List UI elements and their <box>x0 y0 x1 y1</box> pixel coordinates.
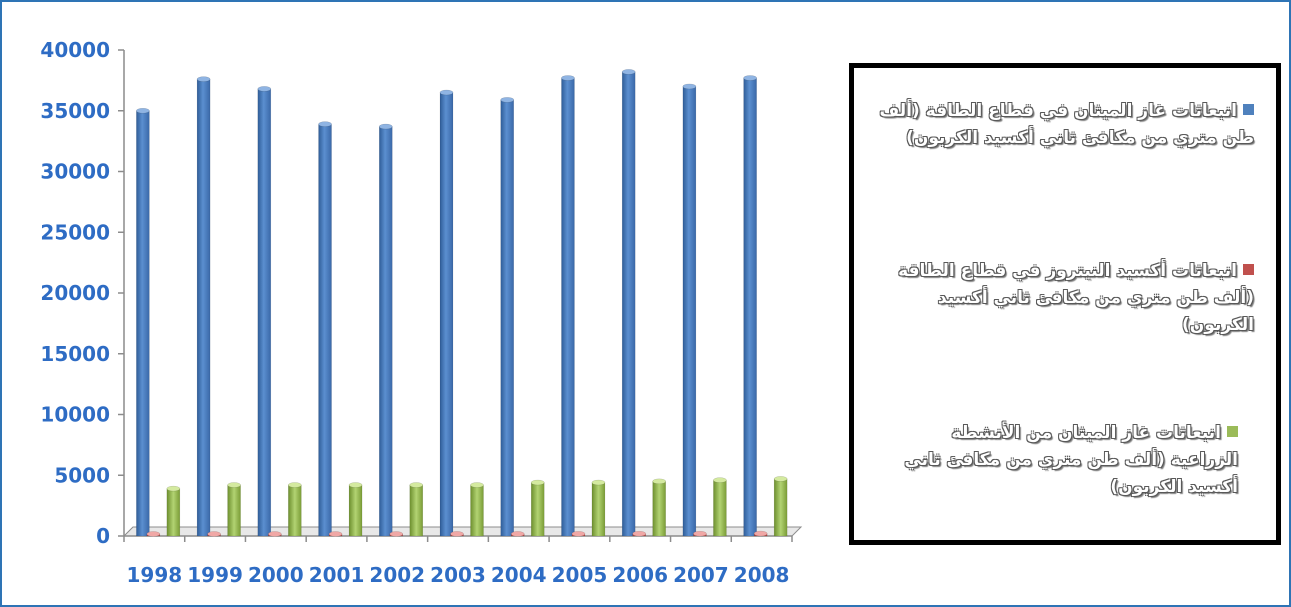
bar-top-cap <box>146 531 161 537</box>
bar-top-cap <box>379 123 393 130</box>
bar <box>227 484 241 537</box>
bar <box>288 484 302 537</box>
bar <box>591 482 606 537</box>
bar-top-cap <box>288 482 302 488</box>
bar <box>379 126 393 537</box>
legend-swatch-green <box>1227 426 1238 437</box>
bar <box>652 481 666 537</box>
bar-top-cap <box>713 477 727 483</box>
x-tick-label: 2004 <box>491 563 547 587</box>
legend-entry-methane-energy: انبعاثات غاز الميثان في قطاع الطاقة (ألف… <box>866 98 1254 152</box>
y-tick-label: 30000 <box>40 160 110 184</box>
bar-top-cap <box>743 75 757 81</box>
legend-label-methane-agriculture: انبعاثات غاز الميثان من الأنشطة الزراعية… <box>904 423 1238 497</box>
bar-top-cap <box>652 478 666 485</box>
bar-top-cap <box>166 485 181 492</box>
bar <box>773 478 788 537</box>
bar-top-cap <box>348 482 363 488</box>
bar <box>409 484 424 537</box>
bar <box>682 86 697 537</box>
legend-swatch-blue <box>1243 104 1254 115</box>
chart-labels: 0 5000 10000 15000 20000 25000 30000 35000 40000… <box>40 38 789 587</box>
bar <box>743 77 757 537</box>
bar <box>530 482 545 537</box>
chart-legend: انبعاثات غاز الميثان في قطاع الطاقة (ألف… <box>849 63 1281 545</box>
bar-top-cap <box>470 482 484 488</box>
bar <box>713 479 727 537</box>
bar <box>348 484 363 537</box>
bar <box>318 123 332 537</box>
bar-top-cap <box>318 121 332 127</box>
x-tick-label: 2006 <box>612 563 668 587</box>
legend-swatch-red <box>1243 264 1254 275</box>
y-tick-label: 40000 <box>40 38 110 62</box>
bar <box>561 77 575 537</box>
legend-entry-methane-agriculture: انبعاثات غاز الميثان من الأنشطة الزراعية… <box>892 420 1238 501</box>
x-tick-label: 2007 <box>673 563 729 587</box>
bar-top-cap <box>591 479 606 486</box>
bar-top-cap <box>753 530 768 537</box>
bar <box>621 71 636 537</box>
bar-top-cap <box>389 531 404 537</box>
bar <box>196 78 211 537</box>
y-tick-label: 35000 <box>40 99 110 123</box>
x-tick-label: 2000 <box>248 563 304 587</box>
y-tick-label: 0 <box>96 524 110 548</box>
y-tick-label: 5000 <box>54 463 110 487</box>
chart-bars <box>136 69 788 537</box>
bar-top-cap <box>207 531 221 537</box>
bar <box>470 484 484 537</box>
bar-top-cap <box>227 482 241 488</box>
bar-top-cap <box>682 83 697 90</box>
x-tick-label: 2005 <box>552 563 608 587</box>
y-tick-label: 15000 <box>40 342 110 366</box>
bar-top-cap <box>409 482 424 488</box>
bar-top-cap <box>136 108 150 114</box>
x-tick-label: 2001 <box>309 563 365 587</box>
bar-top-cap <box>621 69 636 75</box>
legend-label-methane-energy: انبعاثات غاز الميثان في قطاع الطاقة (ألف… <box>879 101 1255 148</box>
y-tick-label: 25000 <box>40 220 110 244</box>
bar-top-cap <box>196 76 211 82</box>
y-tick-label: 10000 <box>40 403 110 427</box>
bar <box>166 488 181 537</box>
x-tick-label: 1998 <box>127 563 183 587</box>
bar <box>136 110 150 537</box>
bar-top-cap <box>500 97 514 103</box>
bar <box>439 92 454 537</box>
bar-top-cap <box>450 531 464 537</box>
legend-label-nitrous-energy: انبعاثات أكسيد النيتروز في قطاع الطاقة (… <box>898 261 1254 335</box>
bar <box>257 88 272 537</box>
bar-top-cap <box>257 86 272 92</box>
bar-top-cap <box>561 75 575 81</box>
bar-top-cap <box>693 530 707 537</box>
legend-entry-nitrous-energy: انبعاثات أكسيد النيتروز في قطاع الطاقة (… <box>866 258 1254 339</box>
bar-top-cap <box>268 531 282 537</box>
bar-top-cap <box>439 89 454 96</box>
y-tick-label: 20000 <box>40 281 110 305</box>
bar-top-cap <box>328 531 343 537</box>
bar-top-cap <box>530 479 545 486</box>
bar-top-cap <box>571 531 586 537</box>
bar <box>500 99 514 537</box>
x-tick-label: 2003 <box>430 563 486 587</box>
bar-top-cap <box>773 476 788 482</box>
x-tick-label: 1999 <box>187 563 243 587</box>
x-tick-label: 2008 <box>734 563 790 587</box>
bar-top-cap <box>632 530 646 537</box>
bar-top-cap <box>510 531 525 537</box>
x-tick-label: 2002 <box>369 563 425 587</box>
